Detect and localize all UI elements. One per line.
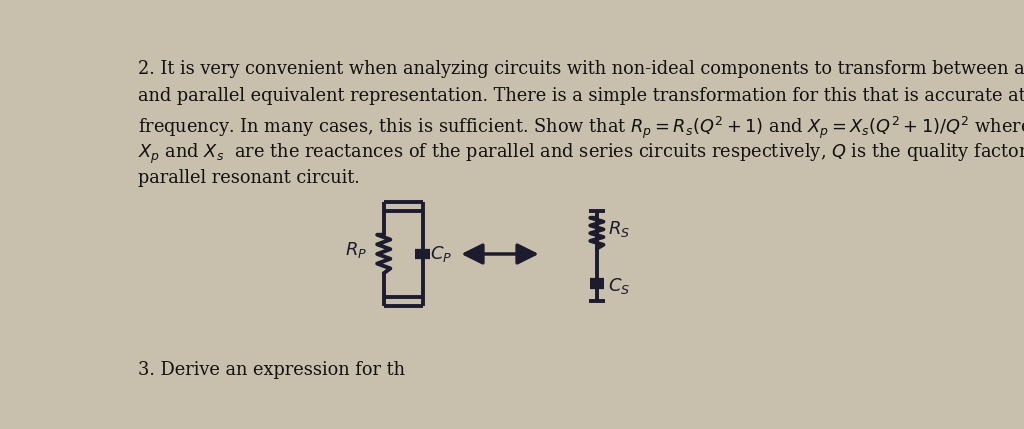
Text: $C_S$: $C_S$ [607,275,630,296]
Text: $R_P$: $R_P$ [345,240,367,260]
Text: $R_S$: $R_S$ [607,219,630,239]
Text: $C_P$: $C_P$ [430,244,453,264]
Text: 2. It is very convenient when analyzing circuits with non-ideal components to tr: 2. It is very convenient when analyzing … [138,60,1024,78]
Text: $X_p$ and $X_s$  are the reactances of the parallel and series circuits respecti: $X_p$ and $X_s$ are the reactances of th… [138,142,1024,166]
Text: frequency. In many cases, this is sufficient. Show that $R_p = R_s(Q^2+1)$ and $: frequency. In many cases, this is suffic… [138,115,1024,141]
Text: 3. Derive an expression for th: 3. Derive an expression for th [138,361,406,379]
Text: parallel resonant circuit.: parallel resonant circuit. [138,169,359,187]
Text: and parallel equivalent representation. There is a simple transformation for thi: and parallel equivalent representation. … [138,87,1024,105]
